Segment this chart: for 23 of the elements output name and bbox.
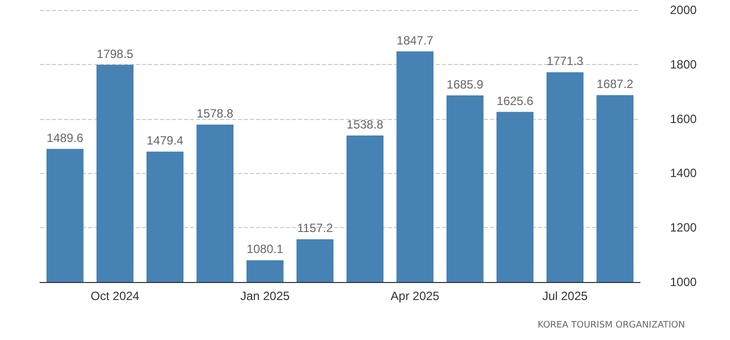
data-label: 1479.4	[146, 134, 184, 148]
data-label: 1687.2	[596, 77, 634, 92]
data-label: 1578.8	[196, 106, 234, 121]
data-label: 1489.6	[46, 130, 84, 145]
y-tick-label: 1400	[670, 166, 698, 180]
data-label: 1847.7	[396, 33, 434, 48]
data-label: 1080.1	[246, 242, 284, 256]
y-tick-label: 1600	[670, 112, 698, 126]
text: KOREA TOURISM ORGANIZATION	[538, 320, 686, 330]
y-tick-label: 1800	[670, 57, 698, 72]
x-tick-label: Oct 2024	[90, 289, 140, 303]
y-tick-label: 1200	[670, 220, 698, 235]
y-tick-label: 2000	[670, 3, 698, 17]
y-tick-label: 1000	[670, 275, 698, 289]
data-label: 1771.3	[546, 54, 584, 68]
data-label: 1798.5	[96, 46, 134, 61]
x-tick-label: Apr 2025	[390, 289, 440, 303]
data-label: 1157.2	[297, 221, 334, 236]
data-label: 1625.6	[496, 94, 534, 108]
data-label: 1538.8	[346, 117, 384, 132]
x-tick-label: Jul 2025	[542, 289, 588, 303]
x-tick-label: Jan 2025	[240, 289, 290, 303]
data-label: 1685.9	[446, 77, 484, 92]
